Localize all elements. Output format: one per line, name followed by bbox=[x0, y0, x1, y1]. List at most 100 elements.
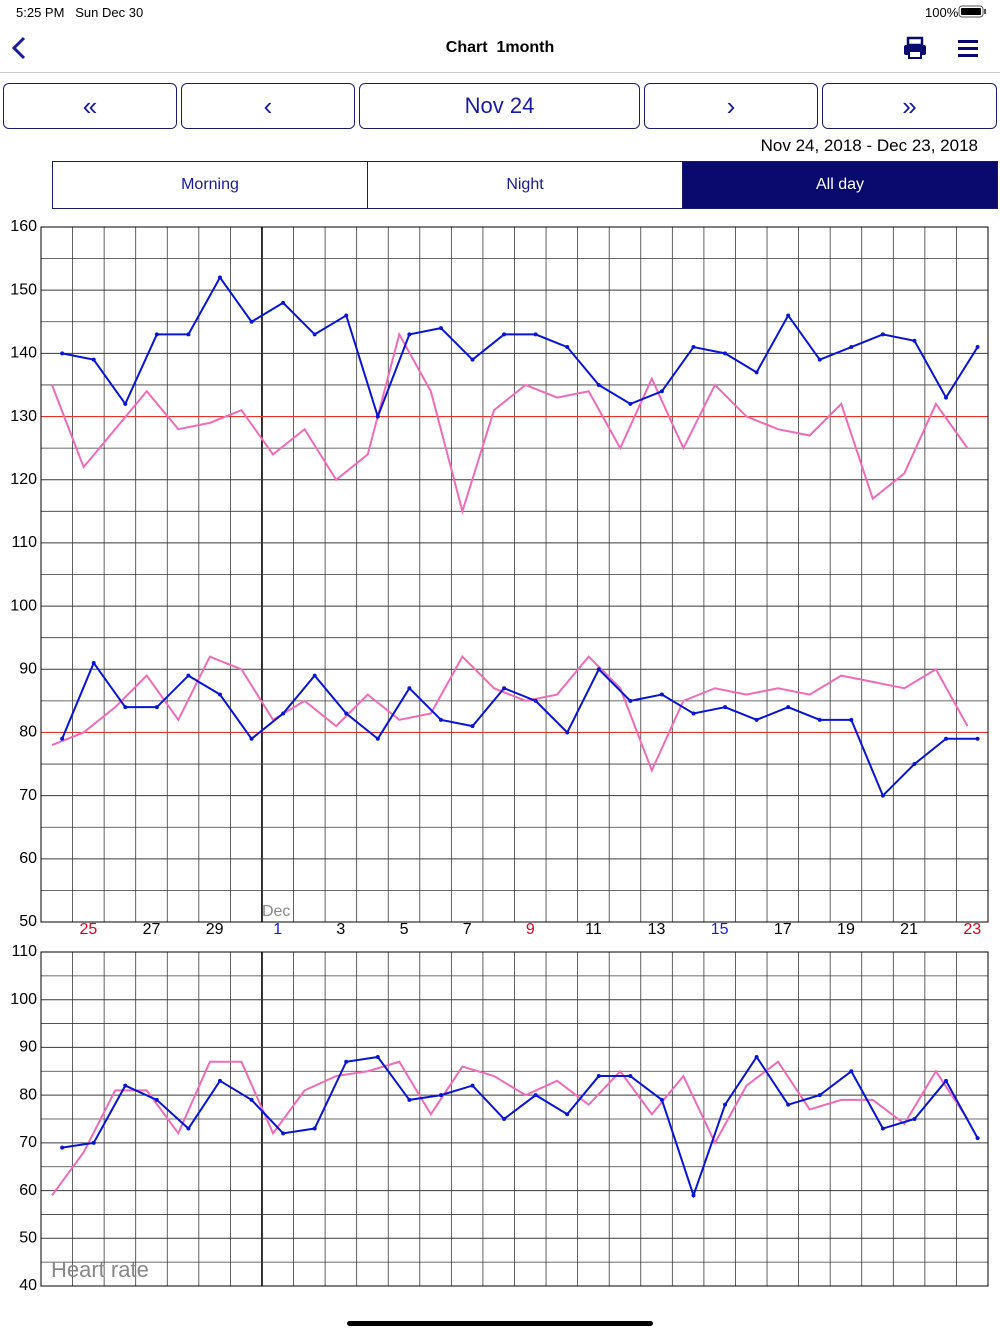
tab[interactable]: All day bbox=[682, 161, 998, 209]
point bbox=[281, 300, 286, 305]
last-button[interactable]: » bbox=[822, 83, 997, 129]
x-tick-label: 15 bbox=[711, 921, 729, 938]
point bbox=[786, 1102, 791, 1107]
point bbox=[186, 1126, 191, 1131]
point bbox=[786, 705, 791, 710]
point bbox=[723, 351, 728, 356]
point bbox=[344, 711, 349, 716]
tab[interactable]: Morning bbox=[52, 161, 368, 209]
point bbox=[91, 1140, 96, 1145]
x-tick-label: 1 bbox=[273, 921, 282, 938]
menu-button[interactable] bbox=[956, 38, 980, 58]
plot-frame bbox=[40, 951, 989, 1287]
point bbox=[91, 357, 96, 362]
point bbox=[186, 332, 191, 337]
point bbox=[596, 667, 601, 672]
x-tick-label: 21 bbox=[900, 921, 918, 938]
point bbox=[375, 736, 380, 741]
point bbox=[596, 1074, 601, 1079]
series-line bbox=[61, 660, 978, 798]
point bbox=[470, 1083, 475, 1088]
point bbox=[312, 1126, 317, 1131]
point bbox=[723, 705, 728, 710]
current-button[interactable]: Nov 24 bbox=[359, 83, 640, 129]
month-label: Dec bbox=[262, 903, 290, 920]
nav-separator bbox=[0, 72, 1000, 73]
y-tick-label: 90 bbox=[19, 1039, 37, 1056]
prev-button[interactable]: ‹ bbox=[181, 83, 355, 129]
point bbox=[659, 389, 664, 394]
point bbox=[217, 275, 222, 280]
point bbox=[438, 1093, 443, 1098]
tab[interactable]: Night bbox=[367, 161, 683, 209]
point bbox=[344, 313, 349, 318]
point bbox=[596, 382, 601, 387]
point bbox=[154, 332, 159, 337]
x-tick-label: 9 bbox=[526, 921, 535, 938]
nav-title: Chart 1month bbox=[445, 39, 555, 56]
next-button[interactable]: › bbox=[644, 83, 818, 129]
x-tick-label: 3 bbox=[336, 921, 345, 938]
y-tick-label: 80 bbox=[19, 1086, 37, 1103]
point bbox=[407, 686, 412, 691]
point bbox=[470, 724, 475, 729]
x-tick-label: 7 bbox=[463, 921, 472, 938]
point bbox=[849, 717, 854, 722]
point bbox=[186, 673, 191, 678]
y-tick-label: 70 bbox=[19, 787, 37, 804]
point bbox=[628, 1074, 633, 1079]
point bbox=[691, 345, 696, 350]
x-tick-label: 17 bbox=[774, 921, 792, 938]
point bbox=[944, 1078, 949, 1083]
x-tick-label: 23 bbox=[963, 921, 981, 938]
point bbox=[312, 673, 317, 678]
point bbox=[533, 332, 538, 337]
point bbox=[249, 736, 254, 741]
print-button[interactable] bbox=[902, 36, 928, 60]
y-tick-label: 40 bbox=[19, 1277, 37, 1294]
point bbox=[60, 1145, 65, 1150]
series-line bbox=[51, 331, 969, 515]
point bbox=[502, 1117, 507, 1121]
x-tick-label: 13 bbox=[648, 921, 666, 938]
y-tick-label: 70 bbox=[19, 1134, 37, 1151]
battery-icon bbox=[958, 5, 986, 18]
y-tick-label: 120 bbox=[10, 471, 37, 488]
date: Sun Dec 30 bbox=[75, 5, 144, 20]
y-tick-label: 140 bbox=[10, 345, 37, 362]
point bbox=[691, 711, 696, 716]
y-tick-label: 150 bbox=[10, 281, 37, 298]
y-tick-label: 50 bbox=[19, 913, 37, 930]
y-tick-label: 50 bbox=[19, 1230, 37, 1247]
point bbox=[849, 345, 854, 350]
point bbox=[565, 345, 570, 350]
x-tick-label: 19 bbox=[837, 921, 855, 938]
point bbox=[407, 1097, 412, 1102]
point bbox=[502, 332, 507, 337]
point bbox=[123, 705, 128, 710]
point bbox=[249, 1097, 254, 1102]
series-line bbox=[61, 275, 979, 420]
point bbox=[880, 332, 885, 337]
point bbox=[375, 414, 380, 419]
point bbox=[312, 332, 317, 337]
point bbox=[786, 313, 791, 318]
y-tick-label: 160 bbox=[10, 218, 37, 235]
first-button[interactable]: « bbox=[3, 83, 177, 129]
point bbox=[533, 698, 538, 703]
y-tick-label: 90 bbox=[19, 660, 37, 677]
point bbox=[502, 686, 507, 691]
point bbox=[659, 692, 664, 697]
status-time: 5:25 PM Sun Dec 30 bbox=[16, 5, 143, 20]
y-tick-label: 60 bbox=[19, 1182, 37, 1199]
point bbox=[912, 762, 917, 767]
point bbox=[565, 1112, 570, 1117]
point bbox=[912, 338, 917, 343]
date-range: Nov 24, 2018 - Dec 23, 2018 bbox=[760, 136, 978, 155]
point bbox=[754, 370, 759, 375]
point bbox=[91, 660, 96, 665]
point bbox=[217, 692, 222, 697]
series-line bbox=[51, 654, 969, 773]
point bbox=[60, 351, 65, 356]
back-button[interactable] bbox=[8, 35, 32, 61]
